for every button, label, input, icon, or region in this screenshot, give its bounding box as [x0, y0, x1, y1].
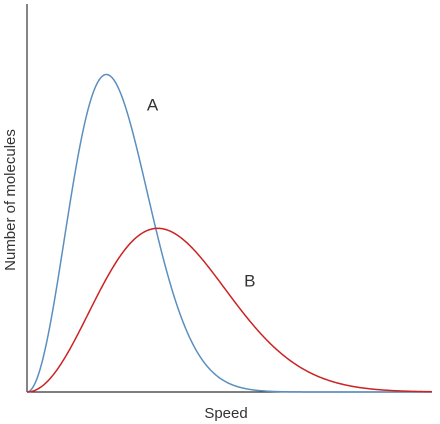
- series-line-a: [26, 73, 432, 393]
- series-line-b: [26, 227, 433, 393]
- label-layer: AB: [147, 95, 256, 290]
- y-axis-label: Number of molecules: [2, 129, 19, 271]
- series-label-a: A: [147, 95, 159, 114]
- series-layer: [26, 73, 433, 393]
- series-label-b: B: [244, 271, 255, 290]
- axes: [26, 4, 432, 393]
- x-axis-label: Speed: [204, 405, 247, 422]
